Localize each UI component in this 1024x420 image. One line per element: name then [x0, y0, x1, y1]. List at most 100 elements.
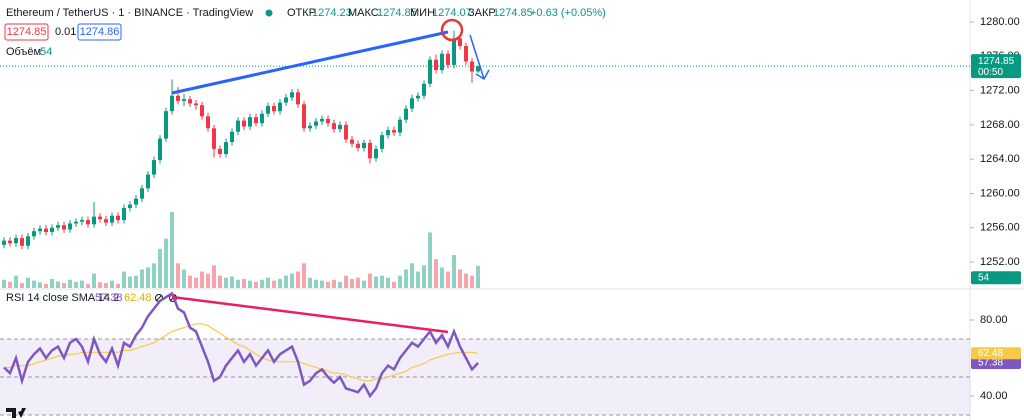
candle-body [212, 128, 216, 149]
volume-bar [44, 283, 48, 288]
candle-body [398, 119, 402, 133]
volume-bar [368, 273, 372, 288]
volume-bar [428, 232, 432, 288]
volume-bar [320, 280, 324, 288]
candle-body [440, 53, 444, 71]
ohlc-label: МИН [410, 7, 435, 19]
volume-bar [176, 263, 180, 288]
volume-bar [230, 276, 234, 288]
volume-bar [164, 238, 168, 288]
candle-body [128, 204, 132, 209]
candle-body [434, 59, 438, 71]
candle-body [194, 103, 198, 106]
candle-body [218, 148, 222, 155]
candle-body [206, 116, 210, 129]
candle-body [164, 111, 168, 139]
volume-bar [356, 277, 360, 288]
buy-button[interactable] [77, 23, 122, 41]
volume-bar [212, 265, 216, 288]
candle-body [296, 92, 300, 105]
candle-body [422, 83, 426, 96]
y-tick-label: 1252.00 [980, 256, 1020, 268]
trend-line[interactable] [171, 30, 449, 95]
candle-body [446, 53, 450, 65]
volume-bar [80, 280, 84, 288]
volume-bar [236, 279, 240, 288]
last-price-tag [971, 54, 1021, 79]
volume-bar [374, 276, 378, 288]
candle-body [146, 174, 150, 189]
candle-body [38, 228, 42, 232]
volume-value: 54 [40, 46, 52, 58]
candle-body [284, 97, 288, 103]
buy-price[interactable]: 1274.86 [80, 26, 120, 38]
volume-bar [446, 271, 450, 288]
volume-bar [116, 283, 120, 288]
candle-body [344, 124, 348, 140]
sell-button[interactable] [4, 23, 49, 41]
candle-body [170, 95, 174, 112]
candle-body [104, 219, 108, 223]
candle-body [8, 240, 12, 244]
volume-bar [296, 271, 300, 288]
candle-body [152, 160, 156, 175]
volume-bar [386, 277, 390, 288]
highlight-circle[interactable] [440, 18, 464, 42]
candle-body [62, 225, 66, 230]
volume-bar [326, 281, 330, 288]
volume-bar [158, 248, 162, 288]
candle-body [356, 143, 360, 149]
y-tick-label: 1280.00 [980, 16, 1020, 28]
candle-body [278, 102, 282, 112]
volume-bar [392, 281, 396, 288]
rsi-sma-value: 62.48 [124, 292, 152, 304]
candle-body [110, 215, 114, 223]
candle-body [332, 123, 336, 130]
candle-body [236, 120, 240, 132]
candle-body [134, 198, 138, 205]
volume-bar [410, 263, 414, 288]
rsi-value: 57.38 [95, 292, 123, 304]
candle-body [272, 106, 276, 112]
volume-bar [338, 281, 342, 288]
candle-body [224, 142, 228, 155]
candle-body [14, 238, 18, 244]
logo[interactable] [6, 408, 26, 418]
volume-bar [308, 277, 312, 288]
ohlc-value: 1274.07 [432, 7, 472, 19]
volume-bar [458, 269, 462, 288]
rsi-tag [971, 356, 1021, 369]
candle-body [254, 117, 258, 124]
volume-bar [440, 267, 444, 288]
candle-body [266, 106, 270, 114]
candle-body [338, 124, 342, 130]
divergence-line[interactable] [171, 295, 449, 334]
volume-bar [134, 275, 138, 288]
y-tick-label: 1264.00 [980, 153, 1020, 165]
candle-body [242, 120, 246, 127]
candle-body [476, 66, 480, 72]
volume-bar [272, 280, 276, 288]
y-tick-label: 1268.00 [980, 119, 1020, 131]
volume-bar [260, 279, 264, 288]
volume-bar [38, 282, 42, 288]
volume-bar [218, 275, 222, 288]
candle-body [302, 104, 306, 129]
sell-price[interactable]: 1274.85 [7, 26, 47, 38]
candle-body [50, 227, 54, 233]
volume-bar [74, 281, 78, 288]
candle-body [176, 95, 180, 101]
candle-body [182, 99, 186, 101]
rsi-line [3, 291, 479, 399]
candle-body [374, 148, 378, 159]
arrow[interactable] [469, 34, 490, 81]
candle-body [326, 118, 330, 124]
volume-bar [242, 278, 246, 288]
volume-bar [434, 259, 438, 288]
volume-bar [314, 279, 318, 288]
volume-bar [122, 271, 126, 288]
candle-body [410, 98, 414, 109]
volume-bar [464, 273, 468, 288]
volume-bar [350, 278, 354, 288]
rsi-tag [971, 347, 1021, 360]
